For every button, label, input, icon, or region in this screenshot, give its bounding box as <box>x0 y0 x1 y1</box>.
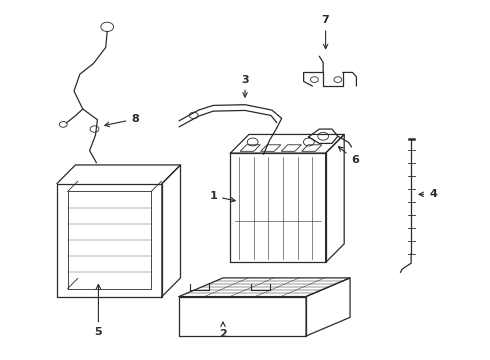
Text: 6: 6 <box>339 147 359 165</box>
Text: 5: 5 <box>95 284 102 337</box>
Text: 8: 8 <box>105 114 139 127</box>
Text: 1: 1 <box>209 191 235 202</box>
Text: 4: 4 <box>419 189 437 199</box>
Text: 2: 2 <box>219 322 227 339</box>
Text: 7: 7 <box>322 15 329 49</box>
Text: 3: 3 <box>241 75 249 97</box>
